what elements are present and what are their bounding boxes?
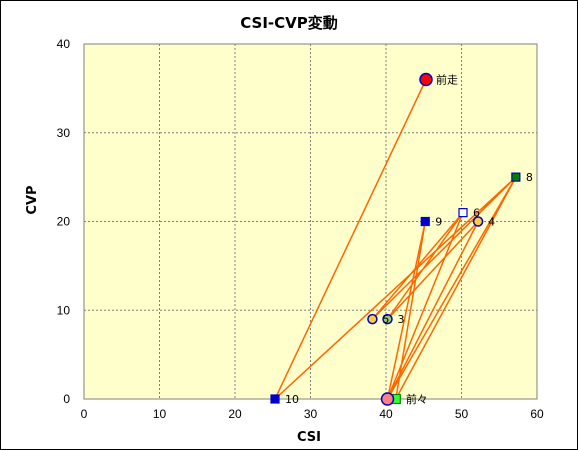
point-label: 前々 xyxy=(406,392,428,406)
point-label: 前走 xyxy=(436,73,458,87)
data-point-square xyxy=(511,172,521,182)
x-axis-ticks: 0 10 20 30 40 50 60 xyxy=(81,407,544,421)
chart-title: CSI-CVP変動 xyxy=(240,14,338,32)
data-point-square xyxy=(420,216,430,227)
grid-lines xyxy=(84,44,537,399)
x-tick-label: 0 xyxy=(81,407,88,421)
x-axis-label: CSI xyxy=(297,430,321,445)
point-label: 6 xyxy=(473,207,480,220)
point-label: 10 xyxy=(285,393,299,406)
point-label: 8 xyxy=(526,171,533,184)
x-tick-label: 30 xyxy=(304,407,318,421)
point-label: 9 xyxy=(435,216,442,229)
point-label: 5 xyxy=(382,313,389,326)
x-tick-label: 20 xyxy=(228,407,242,421)
x-tick-label: 10 xyxy=(153,407,167,421)
data-point-square xyxy=(270,394,280,404)
x-tick-label: 50 xyxy=(455,407,469,421)
y-tick-label: 40 xyxy=(57,37,71,51)
y-tick-label: 30 xyxy=(57,126,71,140)
data-point-circle xyxy=(382,313,393,325)
y-tick-label: 0 xyxy=(63,392,70,406)
point-label: 3 xyxy=(398,313,405,326)
data-point-circle xyxy=(472,216,484,227)
plot-border xyxy=(83,43,538,400)
y-tick-label: 10 xyxy=(57,303,71,317)
y-axis-label: CVP xyxy=(25,185,40,214)
y-axis-ticks: 0 10 20 30 40 xyxy=(57,37,71,406)
data-point-circle xyxy=(419,72,433,87)
x-tick-label: 40 xyxy=(379,407,393,421)
y-tick-label: 20 xyxy=(57,215,71,229)
data-point-circle xyxy=(380,392,395,406)
data-points xyxy=(270,72,521,406)
data-point-square xyxy=(458,208,468,218)
connector-line xyxy=(274,79,517,400)
point-label: 4 xyxy=(488,216,495,229)
connector-lines xyxy=(274,79,517,400)
x-tick-label: 60 xyxy=(530,407,544,421)
data-point-circle xyxy=(367,313,378,325)
